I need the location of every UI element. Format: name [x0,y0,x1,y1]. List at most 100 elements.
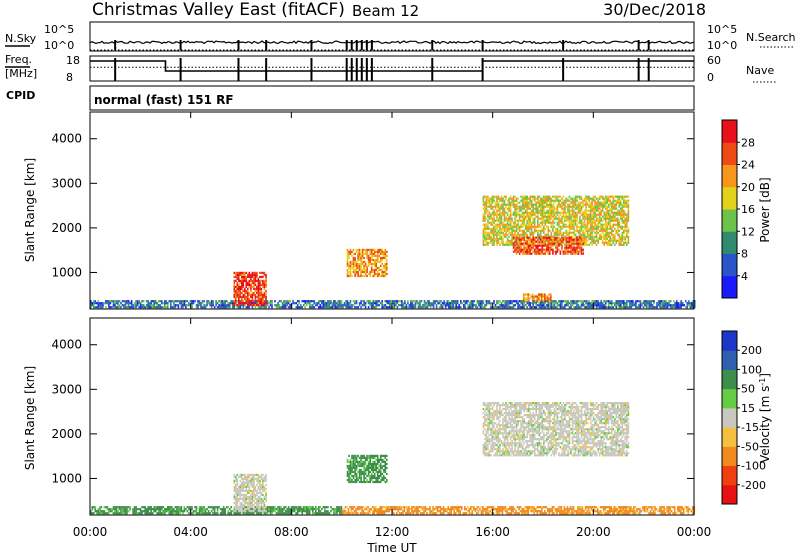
data-cell [550,221,553,224]
data-cell [380,512,383,515]
data-cell [247,302,249,305]
data-cell [256,289,258,292]
data-cell [624,225,627,228]
data-cell [512,506,514,509]
data-cell [648,306,651,309]
data-cell [538,248,541,251]
data-cell [517,233,519,236]
data-cell [535,211,537,214]
data-cell [358,264,361,268]
range-tick-label: 3000 [51,176,82,190]
data-cell [520,215,522,218]
data-cell [496,223,498,226]
data-cell [401,300,403,303]
data-cell [158,512,160,515]
data-cell [552,240,554,243]
data-cell [603,223,605,226]
data-cell [506,207,509,210]
data-cell [321,306,323,309]
data-cell [541,203,544,206]
data-cell [352,248,355,251]
data-cell [493,239,495,242]
data-cell [245,285,248,288]
data-cell [606,207,608,210]
data-cell [253,279,255,282]
data-cell [499,225,501,228]
data-cell [296,512,299,515]
data-cell [499,207,501,210]
data-cell [102,302,104,305]
data-cell [355,262,358,266]
data-cell [559,229,562,232]
data-cell [618,195,621,198]
data-cell [410,304,412,307]
data-cell [600,217,602,220]
data-cell [509,197,512,200]
data-cell [97,306,100,309]
data-cell [154,506,157,509]
data-cell [529,231,531,234]
data-cell [376,248,379,251]
data-cell [406,506,409,509]
data-cell [244,273,246,276]
data-cell [369,258,371,262]
data-cell [541,306,544,309]
data-cell [503,225,506,228]
data-cell [604,201,607,204]
data-cell [364,304,367,307]
data-cell [609,209,611,212]
data-cell [541,252,544,255]
data-cell [601,235,604,238]
data-cell [120,508,122,511]
data-cell [454,506,457,509]
data-cell [312,512,314,515]
data-cell [586,223,589,226]
data-cell [150,304,152,307]
data-cell [626,306,628,309]
data-cell [546,209,548,212]
data-cell [496,219,498,222]
data-cell [236,306,239,309]
data-cell [352,304,355,307]
data-cell [305,506,308,509]
data-cell [346,252,349,255]
data-cell [316,304,319,307]
data-cell [531,510,534,513]
data-cell [397,510,400,513]
data-cell [360,306,362,309]
data-cell [386,306,388,309]
data-cell [546,215,548,218]
data-cell [235,297,237,301]
data-cell [535,248,537,251]
data-cell [600,233,602,236]
data-cell [248,293,251,296]
data-cell [313,302,316,305]
data-cell [373,510,375,513]
data-cell [355,268,358,272]
data-cell [568,236,571,239]
data-cell [506,304,509,307]
data-cell [514,233,516,236]
data-cell [242,303,245,307]
data-cell [499,237,501,240]
data-cell [543,252,545,255]
data-cell [436,508,439,511]
data-cell [662,300,664,303]
data-cell [615,205,618,208]
data-cell [454,508,457,511]
data-cell [490,227,492,230]
data-cell [617,229,619,232]
data-cell [386,250,388,253]
data-cell [437,300,439,303]
data-cell [100,302,103,305]
data-cell [200,306,202,309]
data-cell [574,211,577,214]
data-cell [485,512,487,515]
data-cell [571,242,574,245]
data-cell [623,229,625,232]
data-cell [524,299,526,302]
data-cell [551,508,554,511]
data-cell [315,302,317,305]
data-cell [488,215,491,218]
data-cell [351,250,353,253]
